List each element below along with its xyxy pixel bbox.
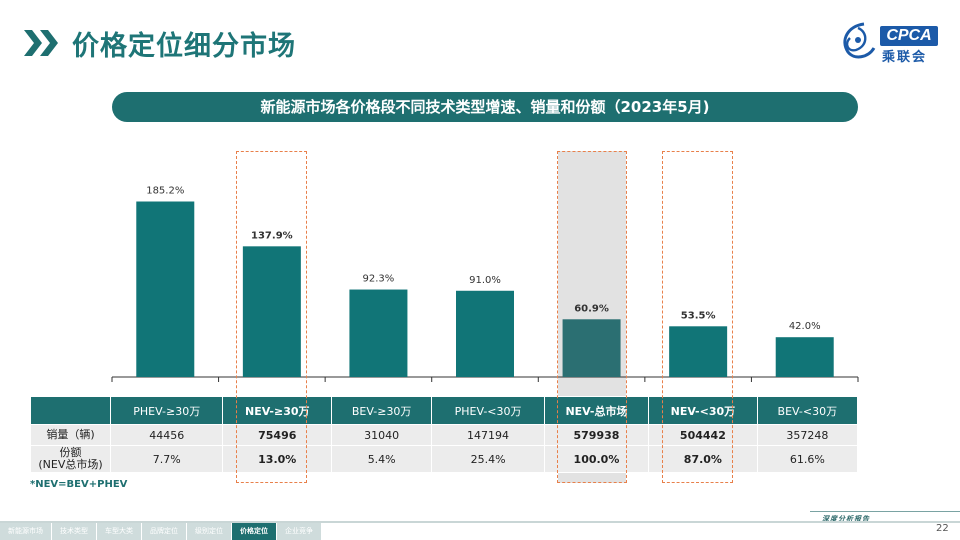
data-label: 137.9% [251, 230, 293, 241]
table-corner-cell [30, 396, 111, 425]
data-label: 60.9% [574, 303, 609, 314]
table-cell: 25.4% [431, 445, 545, 473]
data-label: 92.3% [363, 274, 395, 285]
bar [562, 319, 621, 377]
highlight-box-nev-high [236, 151, 307, 483]
table-cell: 13.0% [222, 445, 333, 473]
row-label-line1: 份额 [59, 446, 82, 459]
row-label: 份额 (NEV总市场) [30, 445, 111, 473]
table-cell: 87.0% [648, 445, 758, 473]
table-cell: 100.0% [543, 445, 650, 473]
section-nav: 新能源市场 技术类型 车型大类 品牌定位 级别定位 价格定位 企业竞争 [0, 523, 322, 540]
table-header-row: PHEV-≥30万 NEV-≥30万 BEV-≥30万 PHEV-<30万 NE… [30, 396, 859, 425]
col-header: BEV-≥30万 [331, 396, 433, 425]
bar [669, 326, 728, 377]
table-cell: 147194 [431, 424, 545, 446]
col-header: NEV-≥30万 [222, 396, 333, 425]
table-cell: 31040 [331, 424, 433, 446]
col-header: NEV-<30万 [648, 396, 758, 425]
table-cell: 75496 [222, 424, 333, 446]
table-row-sales: 销量（辆) 44456 75496 31040 147194 579938 50… [30, 424, 859, 446]
page-title: 价格定位细分市场 [72, 31, 296, 62]
logo-text: CPCA [880, 26, 938, 46]
data-label: 53.5% [681, 310, 716, 321]
highlight-box-nev-total [557, 151, 627, 483]
table-cell: 44456 [109, 424, 224, 446]
footer-accent-line [810, 511, 960, 512]
table-cell: 504442 [648, 424, 758, 446]
bar [242, 246, 301, 377]
chart-subtitle: 新能源市场各价格段不同技术类型增速、销量和份额（2023年5月) [112, 92, 858, 122]
row-label: 销量（辆) [30, 424, 111, 446]
bar [349, 289, 408, 377]
col-header: PHEV-<30万 [431, 396, 545, 425]
row-label-line2: (NEV总市场) [38, 458, 103, 471]
bar [456, 290, 514, 377]
nav-item-enterprise[interactable]: 企业竞争 [277, 523, 321, 540]
table-cell: 61.6% [756, 445, 859, 473]
col-header: PHEV-≥30万 [109, 396, 224, 425]
double-chevron-icon [24, 30, 58, 56]
col-header: BEV-<30万 [756, 396, 859, 425]
table-cell: 579938 [543, 424, 650, 446]
logo-subtext: 乘联会 [882, 50, 928, 65]
footer-divider [0, 521, 960, 523]
table-cell: 7.7% [109, 445, 224, 473]
data-label: 185.2% [146, 186, 184, 197]
nav-item-nev-market[interactable]: 新能源市场 [0, 523, 51, 540]
col-header: NEV-总市场 [543, 396, 650, 425]
page-number: 22 [936, 523, 949, 534]
footer-slogan: 深度分析报告 [822, 515, 870, 523]
cpca-logo-icon [843, 22, 876, 59]
table-cell: 5.4% [331, 445, 433, 473]
nav-item-vehicle-class[interactable]: 车型大类 [97, 523, 141, 540]
nav-item-level-position[interactable]: 级别定位 [187, 523, 231, 540]
nav-item-brand-position[interactable]: 品牌定位 [142, 523, 186, 540]
nav-item-price-position[interactable]: 价格定位 [232, 523, 276, 540]
table-cell: 357248 [756, 424, 859, 446]
data-table: PHEV-≥30万 NEV-≥30万 BEV-≥30万 PHEV-<30万 NE… [30, 396, 859, 473]
nav-item-tech-type[interactable]: 技术类型 [52, 523, 96, 540]
table-row-share: 份额 (NEV总市场) 7.7% 13.0% 5.4% 25.4% 100.0%… [30, 445, 859, 473]
highlight-box-nev-low [662, 151, 733, 483]
data-label: 91.0% [469, 275, 501, 286]
bar [775, 337, 834, 377]
data-label: 42.0% [789, 321, 821, 332]
bar [136, 201, 195, 377]
footnote: *NEV=BEV+PHEV [30, 479, 128, 490]
